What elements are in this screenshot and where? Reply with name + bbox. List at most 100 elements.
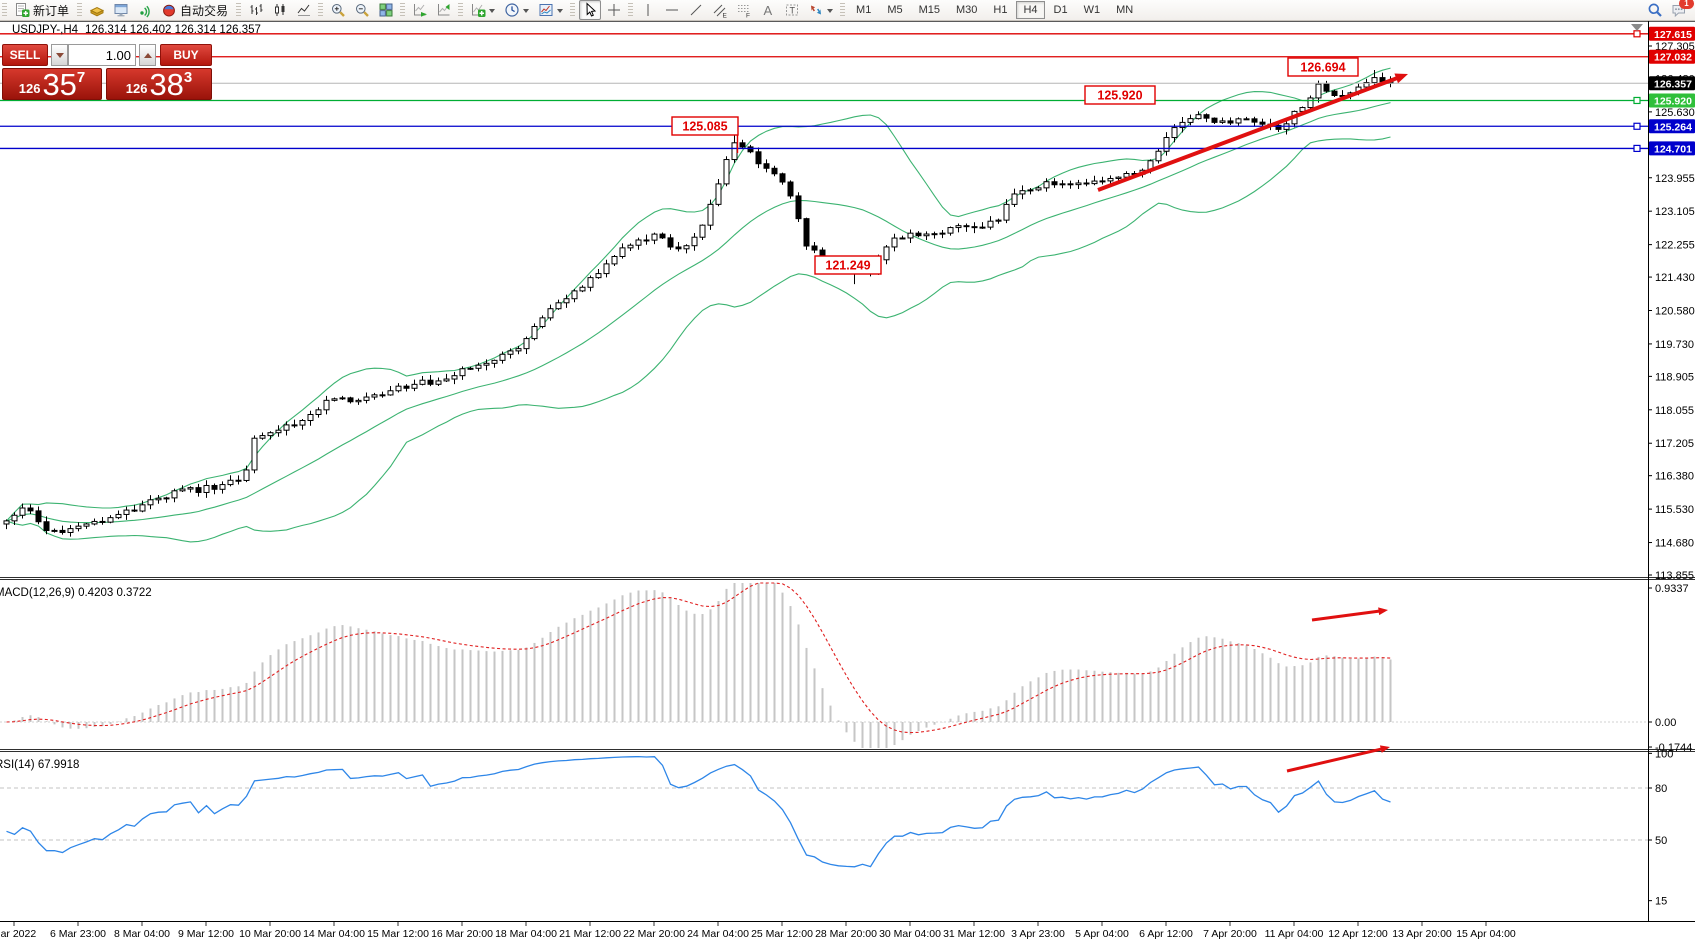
bar-chart-button[interactable]: [245, 0, 267, 20]
rsi-pane-label: RSI(14) 67.9918: [0, 759, 79, 771]
annotation-126.694[interactable]: 126.694: [1287, 57, 1359, 77]
vertical-line-icon: [647, 4, 649, 16]
price-tick: 125.630: [1655, 107, 1695, 119]
search-button[interactable]: [1644, 0, 1666, 20]
annotation-125.085[interactable]: 125.085: [671, 116, 739, 153]
arrows-icon: [811, 5, 822, 15]
hline-124.701[interactable]: [0, 144, 1648, 153]
buy-price-display[interactable]: 126 38 3: [106, 68, 212, 100]
date-label: 12 Apr 12:00: [1328, 928, 1388, 940]
data-window-button[interactable]: [110, 0, 132, 20]
date-label: 15 Mar 12:00: [367, 928, 429, 940]
tile-windows-button[interactable]: [375, 0, 397, 20]
price-tick: 113.855: [1655, 570, 1694, 582]
arrows-button[interactable]: [805, 0, 837, 20]
data-window-icon: [114, 4, 128, 17]
buy-button[interactable]: BUY: [160, 44, 212, 66]
zoom-out-button[interactable]: [351, 0, 373, 20]
price-tick: 117.205: [1655, 438, 1694, 450]
hline-125.920[interactable]: [0, 96, 1648, 105]
price-label-text: 127.032: [1654, 52, 1692, 64]
new-order-button[interactable]: 新订单: [11, 0, 74, 20]
price-tick: 121.430: [1655, 272, 1695, 284]
market-watch-icon: [89, 6, 105, 17]
templates-button[interactable]: [535, 0, 567, 20]
price-label-text: 125.920: [1654, 95, 1692, 107]
price-label-text: 124.701: [1654, 143, 1692, 155]
chart-shift-button[interactable]: [433, 0, 455, 20]
timeframe-h1-button[interactable]: H1: [993, 4, 1008, 16]
date-label: 15 Apr 04:00: [1456, 928, 1516, 940]
timeframe-m15-button[interactable]: M15: [918, 4, 940, 16]
text-label-button[interactable]: T: [781, 0, 803, 20]
fibonacci-button[interactable]: F: [733, 0, 755, 20]
annotation-125.920[interactable]: 125.920: [1084, 85, 1156, 105]
price-tick: 118.055: [1655, 405, 1694, 417]
bollinger-middle-line: [6, 102, 1391, 524]
timeframe-m30-button[interactable]: M30: [956, 4, 978, 16]
trend-arrow-main[interactable]: [1097, 73, 1408, 192]
cursor-button[interactable]: [579, 0, 602, 20]
auto-trading-icon: [163, 4, 175, 17]
date-label: 6 Mar 23:00: [50, 928, 106, 940]
date-axis[interactable]: Mar 2022 6 Mar 23:00 8 Mar 04:00 9 Mar 12:0…: [0, 922, 1516, 940]
date-label: 6 Apr 12:00: [1139, 928, 1193, 940]
line-chart-button[interactable]: [293, 0, 315, 20]
price-tick: 116.380: [1655, 471, 1694, 483]
price-label-127.615: 127.615: [1649, 26, 1695, 41]
timeframe-d1-button[interactable]: D1: [1053, 4, 1068, 16]
macd-signal-line: [6, 582, 1391, 734]
trendline-button[interactable]: [685, 0, 707, 20]
timeframe-w1-button[interactable]: W1: [1083, 4, 1101, 16]
trend-arrow-rsi[interactable]: [1286, 745, 1390, 773]
text-button[interactable]: A: [757, 0, 779, 20]
date-label: 13 Apr 20:00: [1392, 928, 1452, 940]
sell-price-figure: 126: [18, 81, 41, 96]
notifications-button[interactable]: 1: [1668, 0, 1694, 20]
crosshair-button[interactable]: [603, 0, 625, 20]
chevron-down-icon: [523, 8, 530, 16]
line-chart-icon: [297, 4, 311, 16]
annotation-121.249[interactable]: 121.249: [814, 255, 882, 275]
equidistant-channel-button[interactable]: E: [709, 0, 731, 20]
vertical-line-button[interactable]: [637, 0, 659, 20]
toolbar-grip: [318, 3, 324, 17]
timeframe-mn-button[interactable]: MN: [1116, 4, 1134, 16]
auto-scroll-button[interactable]: [409, 0, 431, 20]
macd-tick: -0.1744: [1655, 742, 1692, 754]
chevron-down-icon: [557, 8, 564, 16]
symbol-period-label: USDJPY-,H4: [12, 24, 79, 36]
candles-layer: [3, 70, 1394, 537]
sell-button[interactable]: SELL: [2, 44, 48, 66]
chart-shift-marker[interactable]: [1631, 24, 1643, 31]
periods-button[interactable]: [501, 0, 533, 20]
timeframe-m1-button[interactable]: M1: [856, 4, 872, 16]
volume-decrease-button[interactable]: [51, 44, 68, 66]
hline-125.264[interactable]: [0, 122, 1648, 130]
date-label: 25 Mar 12:00: [751, 928, 813, 940]
horizontal-line-button[interactable]: [661, 0, 683, 20]
candlestick-chart-button[interactable]: [269, 0, 291, 20]
date-label: 3 Apr 23:00: [1011, 928, 1065, 940]
timeframe-h4-button[interactable]: H4: [1016, 1, 1045, 19]
pane-separator-1[interactable]: [0, 577, 1695, 580]
indicators-button[interactable]: [467, 0, 499, 20]
toolbar-grip: [628, 3, 634, 17]
trend-arrow-macd[interactable]: [1311, 607, 1388, 622]
price-tick: 123.105: [1655, 206, 1695, 218]
timeframe-m5-button[interactable]: M5: [887, 4, 903, 16]
triangle-up-icon: [143, 49, 152, 58]
volume-input[interactable]: [68, 44, 136, 66]
auto-trading-button[interactable]: 自动交易: [158, 0, 233, 20]
signals-button[interactable]: [134, 0, 156, 20]
volume-increase-button[interactable]: [139, 44, 156, 66]
zoom-out-icon: [356, 4, 369, 17]
sell-price-display[interactable]: 126 35 7: [2, 68, 102, 100]
zoom-in-button[interactable]: [327, 0, 349, 20]
pane-separator-2[interactable]: [0, 749, 1695, 752]
horizontal-line-icon: [666, 9, 679, 11]
toolbar-right-group: 1: [1643, 0, 1694, 20]
text-icon: A: [764, 3, 773, 18]
date-label: 14 Mar 04:00: [303, 928, 365, 940]
market-watch-button[interactable]: [86, 0, 108, 20]
